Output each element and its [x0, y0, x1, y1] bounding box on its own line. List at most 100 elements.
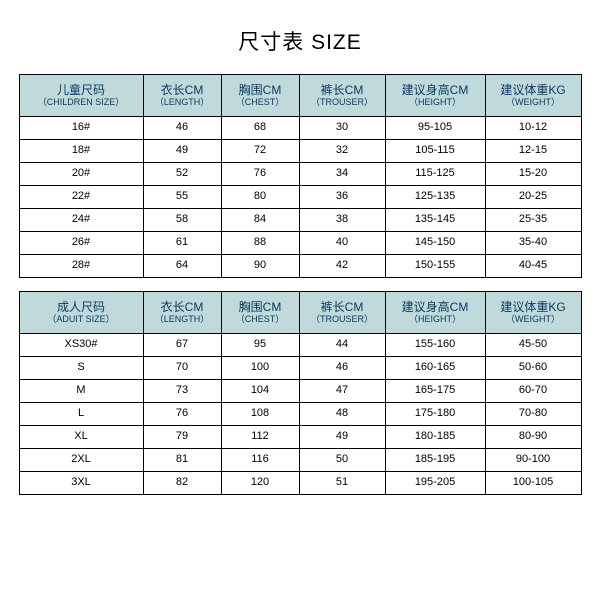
table-cell: 73: [143, 380, 221, 403]
table-cell: 25-35: [485, 209, 581, 232]
table-cell: 38: [299, 209, 385, 232]
table-cell: 115-125: [385, 163, 485, 186]
table-cell: XL: [19, 426, 143, 449]
table-cell: 175-180: [385, 403, 485, 426]
table-cell: 108: [221, 403, 299, 426]
header-cn: 建议身高CM: [386, 300, 485, 314]
table-cell: 100: [221, 357, 299, 380]
table-cell: 112: [221, 426, 299, 449]
table-cell: 10-12: [485, 117, 581, 140]
table-cell: 2XL: [19, 449, 143, 472]
header-cn: 成人尺码: [20, 300, 143, 314]
table-cell: 51: [299, 472, 385, 495]
header-cn: 裤长CM: [300, 300, 385, 314]
table-cell: 16#: [19, 117, 143, 140]
column-header: 胸围CM（CHEST）: [221, 292, 299, 334]
table-cell: 60-70: [485, 380, 581, 403]
table-cell: 20-25: [485, 186, 581, 209]
table-cell: 22#: [19, 186, 143, 209]
header-row: 成人尺码（ADUIT SIZE）衣长CM（LENGTH）胸围CM（CHEST）裤…: [19, 292, 581, 334]
table-cell: 70-80: [485, 403, 581, 426]
table-row: S7010046160-16550-60: [19, 357, 581, 380]
column-header: 建议体重KG（WEIGHT）: [485, 292, 581, 334]
table-row: 2XL8111650185-19590-100: [19, 449, 581, 472]
table-cell: 34: [299, 163, 385, 186]
table-cell: 30: [299, 117, 385, 140]
table-cell: 28#: [19, 255, 143, 278]
table-cell: 90: [221, 255, 299, 278]
page-title: 尺寸表 SIZE: [238, 26, 362, 56]
table-cell: 125-135: [385, 186, 485, 209]
table-cell: S: [19, 357, 143, 380]
table-cell: 64: [143, 255, 221, 278]
column-header: 建议身高CM（HEIGHT）: [385, 75, 485, 117]
header-cn: 裤长CM: [300, 83, 385, 97]
table-cell: 32: [299, 140, 385, 163]
table-cell: 42: [299, 255, 385, 278]
table-cell: 49: [143, 140, 221, 163]
children-section: 儿童尺码（CHILDREN SIZE）衣长CM（LENGTH）胸围CM（CHES…: [19, 75, 581, 278]
column-header: 衣长CM（LENGTH）: [143, 75, 221, 117]
column-header: 建议身高CM（HEIGHT）: [385, 292, 485, 334]
column-header: 胸围CM（CHEST）: [221, 75, 299, 117]
table-cell: 61: [143, 232, 221, 255]
header-en: （WEIGHT）: [486, 97, 581, 108]
table-row: XL7911249180-18580-90: [19, 426, 581, 449]
header-cn: 衣长CM: [144, 83, 221, 97]
table-cell: 40: [299, 232, 385, 255]
table-cell: 160-165: [385, 357, 485, 380]
header-cn: 胸围CM: [222, 300, 299, 314]
table-cell: 185-195: [385, 449, 485, 472]
header-en: （CHEST）: [222, 314, 299, 325]
table-cell: 135-145: [385, 209, 485, 232]
header-en: （HEIGHT）: [386, 314, 485, 325]
table-cell: 35-40: [485, 232, 581, 255]
table-cell: 46: [143, 117, 221, 140]
table-row: M7310447165-17560-70: [19, 380, 581, 403]
table-row: 22#558036125-13520-25: [19, 186, 581, 209]
table-cell: 82: [143, 472, 221, 495]
table-cell: 165-175: [385, 380, 485, 403]
table-row: 18#497232105-11512-15: [19, 140, 581, 163]
column-header: 裤长CM（TROUSER）: [299, 292, 385, 334]
adult-section: 成人尺码（ADUIT SIZE）衣长CM（LENGTH）胸围CM（CHEST）裤…: [19, 292, 581, 495]
table-row: 24#588438135-14525-35: [19, 209, 581, 232]
table-cell: 120: [221, 472, 299, 495]
table-cell: 26#: [19, 232, 143, 255]
header-en: （LENGTH）: [144, 314, 221, 325]
table-cell: 95-105: [385, 117, 485, 140]
header-cn: 建议体重KG: [486, 83, 581, 97]
table-cell: 48: [299, 403, 385, 426]
section-gap: [19, 278, 581, 292]
header-cn: 建议体重KG: [486, 300, 581, 314]
header-en: （CHILDREN SIZE）: [20, 97, 143, 108]
header-en: （WEIGHT）: [486, 314, 581, 325]
table-cell: 18#: [19, 140, 143, 163]
column-header: 儿童尺码（CHILDREN SIZE）: [19, 75, 143, 117]
table-row: 26#618840145-15035-40: [19, 232, 581, 255]
header-en: （CHEST）: [222, 97, 299, 108]
table-cell: 104: [221, 380, 299, 403]
size-table: 儿童尺码（CHILDREN SIZE）衣长CM（LENGTH）胸围CM（CHES…: [19, 74, 582, 495]
table-cell: 20#: [19, 163, 143, 186]
table-cell: 84: [221, 209, 299, 232]
table-row: L7610848175-18070-80: [19, 403, 581, 426]
header-en: （LENGTH）: [144, 97, 221, 108]
header-cn: 胸围CM: [222, 83, 299, 97]
table-cell: 81: [143, 449, 221, 472]
header-row: 儿童尺码（CHILDREN SIZE）衣长CM（LENGTH）胸围CM（CHES…: [19, 75, 581, 117]
table-cell: 88: [221, 232, 299, 255]
column-header: 建议体重KG（WEIGHT）: [485, 75, 581, 117]
table-cell: 50-60: [485, 357, 581, 380]
column-header: 衣长CM（LENGTH）: [143, 292, 221, 334]
table-row: XS30#679544155-16045-50: [19, 334, 581, 357]
table-row: 16#46683095-10510-12: [19, 117, 581, 140]
table-cell: 67: [143, 334, 221, 357]
table-cell: 70: [143, 357, 221, 380]
table-cell: 76: [221, 163, 299, 186]
table-row: 20#527634115-12515-20: [19, 163, 581, 186]
table-cell: 36: [299, 186, 385, 209]
table-cell: 72: [221, 140, 299, 163]
table-cell: 15-20: [485, 163, 581, 186]
table-cell: 95: [221, 334, 299, 357]
